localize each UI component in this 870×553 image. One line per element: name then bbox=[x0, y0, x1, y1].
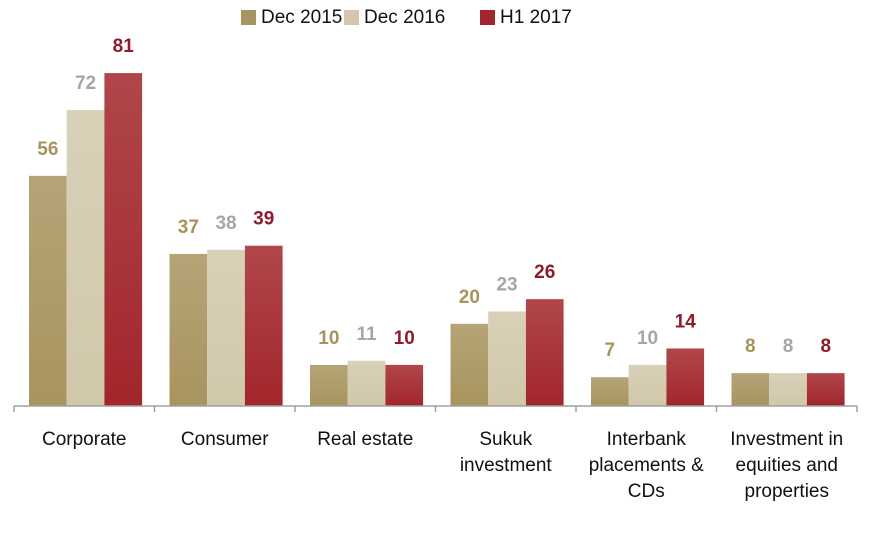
data-label: 20 bbox=[459, 287, 480, 308]
data-label: 10 bbox=[637, 328, 658, 349]
legend-label: Dec 2016 bbox=[364, 7, 445, 28]
legend-swatch bbox=[344, 10, 359, 25]
category-label: Sukuk investment bbox=[459, 429, 552, 476]
bar bbox=[66, 110, 105, 406]
data-label: 23 bbox=[496, 274, 517, 295]
bar bbox=[450, 323, 489, 406]
data-label: 72 bbox=[75, 73, 96, 94]
category-label: Consumer bbox=[180, 429, 269, 450]
legend-swatch bbox=[241, 10, 256, 25]
legend-label: Dec 2015 bbox=[261, 7, 342, 28]
data-label: 10 bbox=[318, 328, 339, 349]
legend-label: H1 2017 bbox=[500, 7, 572, 28]
bar bbox=[488, 311, 526, 406]
bar bbox=[347, 360, 386, 406]
data-label: 8 bbox=[820, 336, 831, 357]
bar bbox=[244, 245, 283, 406]
bar bbox=[666, 348, 705, 406]
data-label: 14 bbox=[675, 311, 697, 332]
data-label: 7 bbox=[605, 340, 616, 361]
bar bbox=[385, 364, 424, 406]
data-label: 56 bbox=[37, 139, 58, 160]
bar bbox=[525, 299, 564, 406]
data-label: 11 bbox=[357, 324, 378, 345]
data-label: 8 bbox=[783, 336, 794, 357]
data-label: 26 bbox=[534, 262, 555, 283]
bar bbox=[806, 373, 845, 406]
category-label: Corporate bbox=[42, 429, 127, 450]
data-label: 81 bbox=[113, 36, 135, 57]
bar bbox=[104, 73, 143, 406]
bar bbox=[207, 249, 245, 406]
data-label: 10 bbox=[394, 328, 415, 349]
category-label: Investment in equities and properties bbox=[730, 429, 844, 502]
legend-swatch bbox=[480, 10, 495, 25]
bar bbox=[29, 175, 67, 406]
category-label: Interbank placements & CDs bbox=[588, 429, 704, 502]
bar bbox=[628, 364, 667, 406]
bar bbox=[731, 373, 770, 406]
bar bbox=[169, 253, 208, 406]
data-label: 39 bbox=[253, 209, 274, 230]
bar bbox=[769, 373, 807, 406]
category-label: Real estate bbox=[317, 429, 414, 450]
data-label: 37 bbox=[178, 217, 199, 238]
data-label: 38 bbox=[215, 213, 236, 234]
data-label: 8 bbox=[745, 336, 756, 357]
bar bbox=[310, 364, 348, 406]
bar bbox=[591, 377, 629, 406]
